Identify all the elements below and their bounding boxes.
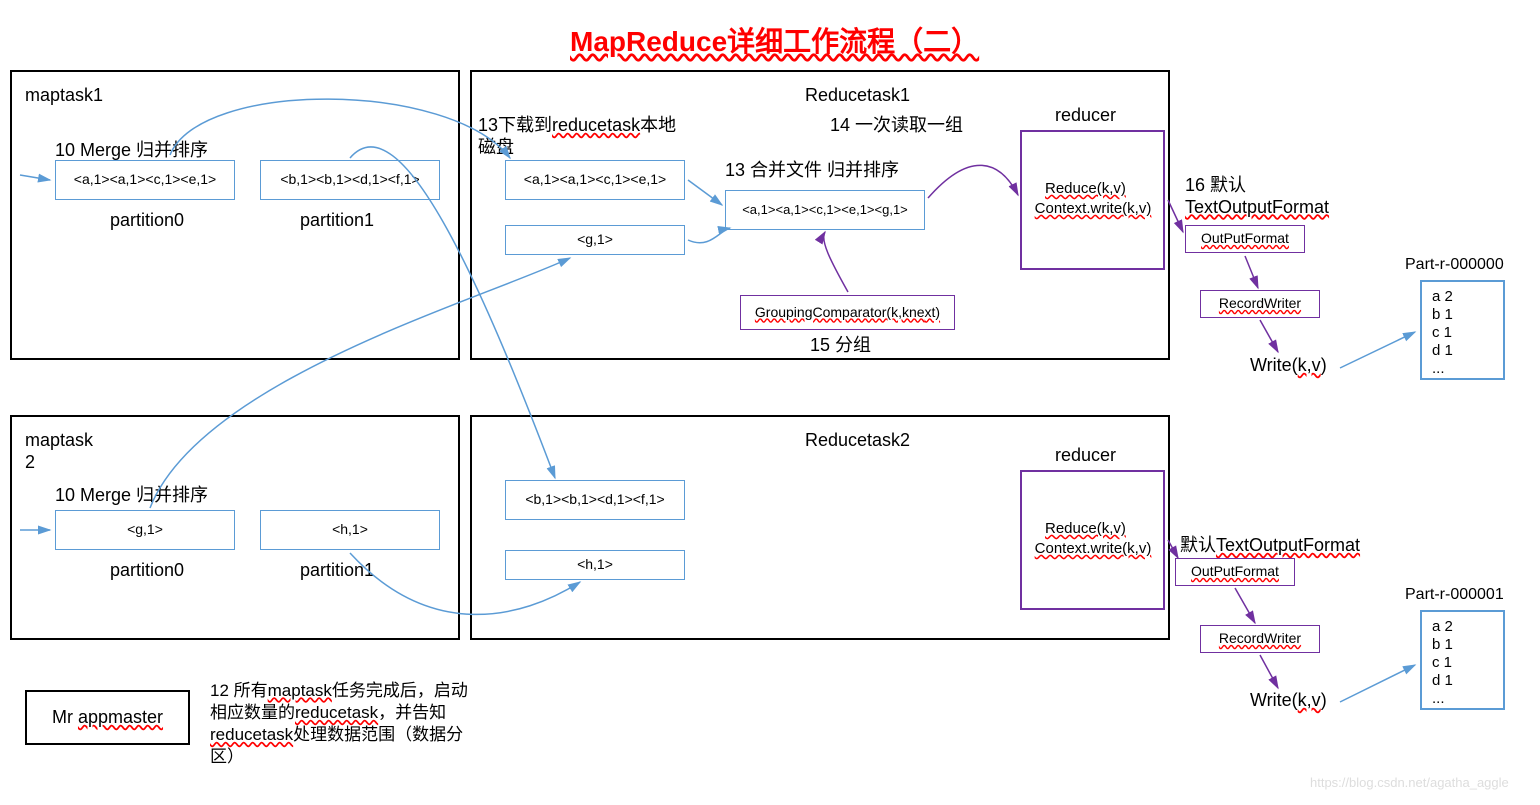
maptask2-p0-label: partition0 bbox=[110, 560, 184, 582]
reducetask2-cell-b: <b,1><b,1><d,1><f,1> bbox=[505, 480, 685, 520]
grouping-comparator-box: GroupingComparator(k,knext) bbox=[740, 295, 955, 330]
write2-label: Write(k,v) bbox=[1250, 690, 1327, 712]
watermark: https://blog.csdn.net/agatha_aggle bbox=[1310, 775, 1509, 790]
maptask1-p1-label: partition1 bbox=[300, 210, 374, 232]
part2-lines: a 2 b 1 c 1 d 1 ... bbox=[1432, 618, 1453, 708]
outputformat2-box: OutPutFormat bbox=[1175, 558, 1295, 586]
reducetask2-cell-h: <h,1> bbox=[505, 550, 685, 580]
step14-label: 14 一次读取一组 bbox=[830, 115, 963, 137]
maptask1-partition1-cell: <b,1><b,1><d,1><f,1> bbox=[260, 160, 440, 200]
reducer2-text1: Reduce(k,v) bbox=[1045, 520, 1126, 538]
reducetask1-cell-g: <g,1> bbox=[505, 225, 685, 255]
step16-label: 16 默认TextOutputFormat bbox=[1185, 175, 1365, 218]
reducer1-text1: Reduce(k,v) bbox=[1045, 180, 1126, 198]
maptask2-partition0-cell: <g,1> bbox=[55, 510, 235, 550]
step13-merge-label: 13 合并文件 归并排序 bbox=[725, 160, 899, 182]
outputformat1-box: OutPutFormat bbox=[1185, 225, 1305, 253]
maptask1-p0-label: partition0 bbox=[110, 210, 184, 232]
maptask2-title: maptask2 bbox=[25, 430, 105, 473]
reducetask2-title: Reducetask2 bbox=[805, 430, 910, 452]
part2-label: Part-r-000001 bbox=[1405, 585, 1504, 604]
reducer2-text2: Context.write(k,v) bbox=[1028, 540, 1158, 558]
part1-label: Part-r-000000 bbox=[1405, 255, 1504, 274]
maptask2-partition1-cell: <h,1> bbox=[260, 510, 440, 550]
reducer2-label: reducer bbox=[1055, 445, 1116, 467]
maptask2-merge-label: 10 Merge 归并排序 bbox=[55, 485, 208, 507]
maptask1-box bbox=[10, 70, 460, 360]
reducer1-text2: Context.write(k,v) bbox=[1028, 200, 1158, 218]
maptask1-merge-label: 10 Merge 归并排序 bbox=[55, 140, 208, 162]
appmaster-box: Mr appmaster bbox=[25, 690, 190, 745]
reducetask1-title: Reducetask1 bbox=[805, 85, 910, 107]
maptask2-p1-label: partition1 bbox=[300, 560, 374, 582]
step15-label: 15 分组 bbox=[810, 335, 871, 357]
default-output-label: 默认TextOutputFormat bbox=[1180, 535, 1360, 557]
recordwriter2-box: RecordWriter bbox=[1200, 625, 1320, 653]
part1-lines: a 2 b 1 c 1 d 1 ... bbox=[1432, 288, 1453, 378]
maptask1-partition0-cell: <a,1><a,1><c,1><e,1> bbox=[55, 160, 235, 200]
appmaster-desc: 12 所有maptask任务完成后，启动相应数量的reducetask，并告知r… bbox=[210, 680, 480, 768]
appmaster-text: Mr appmaster bbox=[52, 707, 163, 728]
reducetask1-cell-a: <a,1><a,1><c,1><e,1> bbox=[505, 160, 685, 200]
step13-download-label: 13下载到reducetask本地磁盘 bbox=[478, 115, 688, 158]
recordwriter1-box: RecordWriter bbox=[1200, 290, 1320, 318]
page-title: MapReduce详细工作流程（二） bbox=[570, 20, 979, 60]
write1-label: Write(k,v) bbox=[1250, 355, 1327, 377]
maptask1-title: maptask1 bbox=[25, 85, 103, 107]
reducer1-label: reducer bbox=[1055, 105, 1116, 127]
reducetask1-merge-cell: <a,1><a,1><c,1><e,1><g,1> bbox=[725, 190, 925, 230]
